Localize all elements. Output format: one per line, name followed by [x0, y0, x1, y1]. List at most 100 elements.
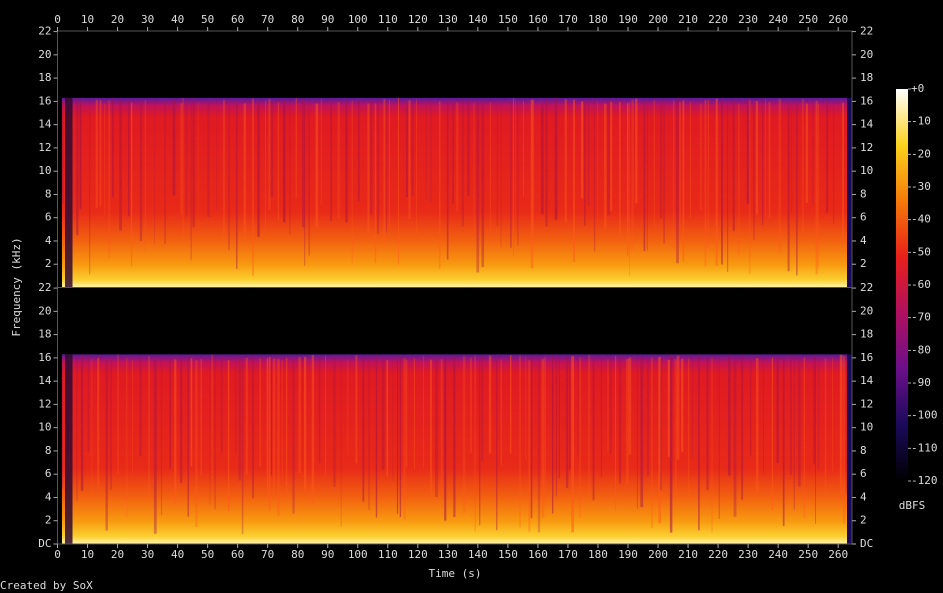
spectrogram-stripe — [737, 103, 740, 257]
spectrogram-stripe — [699, 103, 702, 211]
spectrogram-stripe — [153, 359, 157, 534]
spectrogram-stripe — [619, 101, 621, 243]
credit: Created by SoX — [0, 579, 93, 592]
spectrogram-stripe — [746, 98, 750, 204]
colorbar-tick-label: -50 — [911, 245, 931, 258]
spectrogram-stripe — [698, 355, 700, 531]
spectrogram-stripe — [618, 357, 622, 484]
spectrogram-stripe — [388, 99, 390, 231]
spectrogram-stripe — [76, 357, 78, 501]
spectrogram-stripe — [131, 102, 133, 267]
x-tick-label: 80 — [291, 13, 304, 26]
x-tick-label: 190 — [618, 548, 638, 561]
spectrogram-stripe — [517, 101, 519, 246]
spectrogram-stripe — [277, 102, 279, 221]
spectrogram-stripe — [510, 355, 512, 454]
spectrogram-stripe — [311, 355, 315, 504]
spectrogram-stripe — [658, 356, 661, 524]
spectrogram-stripe — [481, 102, 485, 268]
x-axis-title: Time (s) — [429, 567, 482, 580]
spectrogram-stripe — [139, 356, 142, 457]
y-tick-label: 4 — [860, 490, 867, 503]
spectrogram-stripe — [386, 100, 387, 233]
spectrogram-stripe — [252, 354, 254, 499]
spectrogram-stripe — [238, 357, 242, 481]
spectrogram-stripe — [771, 357, 773, 512]
spectrogram-stripe — [76, 98, 79, 236]
spectrogram-stripe — [846, 357, 848, 494]
spectrogram-stripe — [635, 98, 638, 204]
spectrogram-stripe — [355, 355, 358, 464]
spectrogram-stripe — [413, 358, 415, 469]
y-tick-label: 16 — [860, 351, 873, 364]
colorbar-tick-label: +0 — [911, 82, 924, 95]
y-tick-label: 10 — [38, 421, 51, 434]
y-tick-label: 18 — [860, 71, 873, 84]
x-tick-label: 130 — [438, 13, 458, 26]
x-tick-label: 220 — [708, 13, 728, 26]
spectrogram-stripe — [399, 356, 402, 518]
spectrogram-image — [62, 354, 848, 544]
spectrogram-stripe — [681, 358, 684, 452]
spectrogram-image — [62, 97, 848, 288]
spectrogram-stripe — [663, 99, 665, 244]
spectrogram-stripe — [676, 355, 680, 460]
spectrogram-stripe — [375, 354, 378, 518]
spectrogram-stripe — [245, 357, 248, 475]
y-tick-label: 4 — [45, 490, 52, 503]
x-tick-label: 20 — [111, 548, 124, 561]
spectrogram-stripe — [732, 99, 735, 232]
spectrogram-stripe — [270, 356, 273, 476]
spectrogram-stripe — [190, 358, 193, 467]
spectrogram-stripe — [119, 99, 122, 231]
spectrogram-stripe — [815, 358, 816, 524]
spectrogram-stripe — [763, 356, 764, 475]
spectrogram-stripe — [727, 356, 731, 476]
spectrogram-stripe — [411, 102, 414, 196]
y-tick-label: 18 — [38, 328, 51, 341]
spectrogram-stripe — [515, 98, 516, 219]
colorbar-tick-label: -70 — [911, 311, 931, 324]
spectrogram-stripe — [803, 357, 805, 519]
spectrogram-stripe — [302, 98, 305, 228]
spectrogram-stripe — [626, 103, 629, 256]
spectrogram-stripe — [530, 99, 534, 269]
spectrogram-stripe — [285, 357, 288, 497]
spectrogram-stripe — [357, 100, 360, 202]
colorbar-tick-label: -90 — [911, 376, 931, 389]
spectrogram-stripe — [408, 100, 411, 219]
x-tick-label: 70 — [261, 13, 274, 26]
spectrogram-stripe — [733, 358, 737, 517]
spectrogram-stripe — [790, 354, 792, 476]
colorbar-tick-label: -100 — [911, 409, 938, 422]
spectrogram-stripe — [659, 99, 663, 219]
y-tick-label: 16 — [38, 351, 51, 364]
y-tick-label: 10 — [860, 164, 873, 177]
spectrogram-stripe — [195, 360, 198, 528]
spectrogram-stripe — [139, 101, 143, 241]
spectrogram-stripe — [340, 356, 342, 528]
spectrogram-stripe — [711, 357, 713, 533]
spectrogram-stripe — [706, 357, 709, 491]
spectrogram-stripe — [164, 103, 166, 245]
spectrogram-stripe — [628, 101, 630, 277]
spectrogram-stripe — [805, 103, 808, 203]
y-tick-label: 8 — [45, 187, 52, 200]
spectrogram-stripe — [91, 358, 93, 499]
spectrogram-stripe — [223, 100, 225, 240]
colorbar-tick-label: -30 — [911, 180, 931, 193]
spectrogram-stripe — [467, 99, 470, 197]
spectrogram-stripe — [97, 357, 100, 487]
spectrogram-stripe — [669, 355, 673, 533]
spectrogram-stripe — [351, 100, 353, 264]
spectrogram-stripe — [824, 358, 827, 499]
spectrogram-stripe — [532, 99, 534, 237]
x-tick-label: 60 — [231, 13, 244, 26]
spectrogram-stripe — [600, 359, 603, 477]
spectrogram-stripe — [842, 102, 844, 243]
y-tick-label: 14 — [860, 374, 874, 387]
spectrogram-stripe — [430, 99, 432, 203]
spectrogram-stripe — [110, 359, 112, 490]
x-tick-label: 150 — [498, 548, 518, 561]
spectrogram-stripe — [337, 102, 340, 218]
